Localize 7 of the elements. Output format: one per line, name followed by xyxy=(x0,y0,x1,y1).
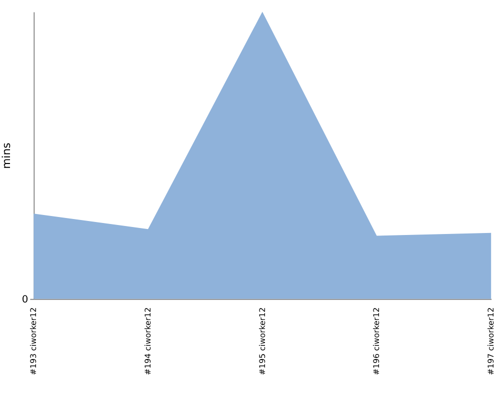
x-tick-label: #193 ciworker12 xyxy=(29,307,38,376)
x-tick-label: #195 ciworker12 xyxy=(258,307,267,376)
x-tick-label: #197 ciworker12 xyxy=(486,307,496,376)
y-axis-title: mins xyxy=(0,142,14,169)
x-tick-label: #194 ciworker12 xyxy=(143,307,152,376)
x-tick-label: #196 ciworker12 xyxy=(372,307,382,376)
text: 0 xyxy=(22,294,28,306)
